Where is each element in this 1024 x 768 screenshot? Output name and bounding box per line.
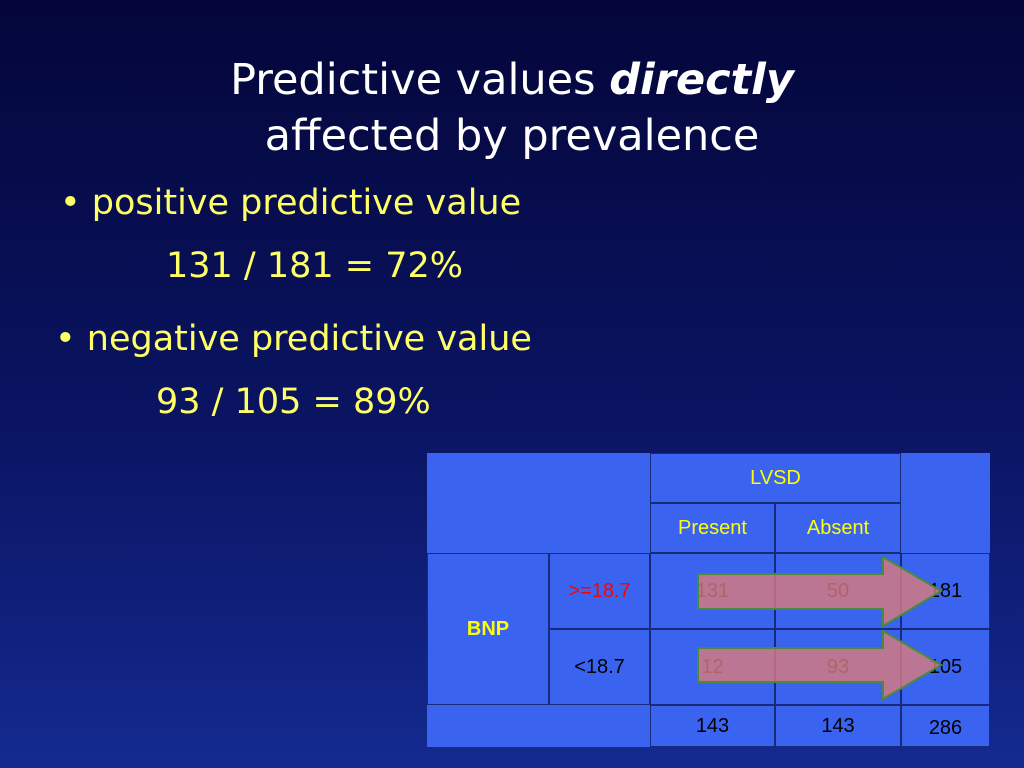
bullet-npv-formula: 93 / 105 = 89% [156, 382, 431, 422]
title-emphasis: directly [609, 55, 794, 105]
bullet-ppv-formula: 131 / 181 = 72% [166, 246, 464, 286]
title-text: Predictive values [230, 55, 610, 105]
totals-row-label [427, 705, 650, 747]
bullet-npv-label: • negative predictive value [55, 319, 532, 359]
table-corner [427, 453, 650, 553]
row-group-header: BNP [427, 553, 549, 705]
column-group-header: LVSD [650, 453, 901, 503]
arrow-row-high [697, 555, 943, 628]
bullet-ppv-label: • positive predictive value [60, 183, 522, 223]
slide-title: Predictive values directly affected by p… [0, 52, 1024, 164]
column-header-present: Present [650, 503, 775, 553]
contingency-table: LVSD Present Absent BNP >=18.7 131 50 18… [427, 453, 990, 747]
row-label-high: >=18.7 [549, 553, 650, 629]
row-label-low: <18.7 [549, 629, 650, 705]
title-line-1: Predictive values directly [0, 52, 1024, 108]
column-header-absent: Absent [775, 503, 901, 553]
title-line-2: affected by prevalence [264, 111, 760, 161]
grand-total: 286 [901, 705, 990, 747]
arrow-row-low [697, 629, 943, 701]
table-header-right [901, 453, 990, 553]
total-present: 143 [650, 705, 775, 747]
arrows-overlay [697, 555, 943, 701]
total-absent: 143 [775, 705, 901, 747]
